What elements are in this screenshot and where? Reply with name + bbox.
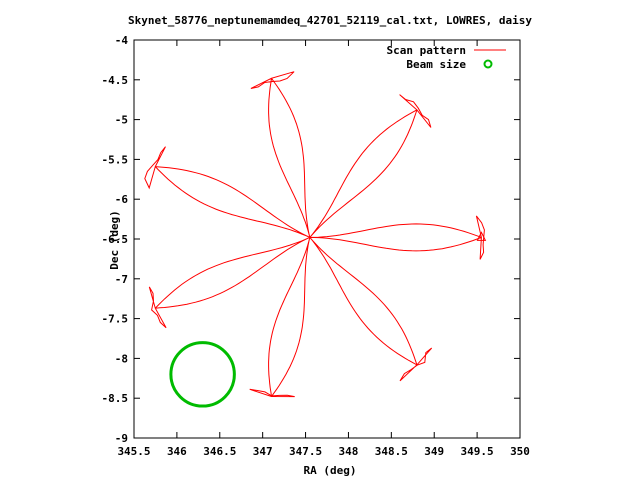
y-tick-label: -6.5 <box>102 233 129 246</box>
x-tick-label: 350 <box>510 445 530 458</box>
x-tick-label: 345.5 <box>117 445 150 458</box>
y-tick-label: -7 <box>115 273 128 286</box>
legend-swatch-beam <box>483 59 493 69</box>
y-tick-label: -8 <box>115 352 128 365</box>
x-axis-label: RA (deg) <box>304 464 357 477</box>
y-tick-label: -7.5 <box>102 313 129 326</box>
x-tick-label: 348.5 <box>375 445 408 458</box>
legend-label-beam: Beam size <box>406 58 466 71</box>
y-tick-label: -5 <box>115 114 128 127</box>
chart-title: Skynet_58776_neptunemamdeq_42701_52119_c… <box>128 14 532 27</box>
x-tick-label: 349 <box>424 445 444 458</box>
x-tick-label: 348 <box>339 445 359 458</box>
y-tick-label: -4.5 <box>102 74 129 87</box>
scan-pattern-line <box>144 71 485 398</box>
y-tick-label: -4 <box>115 34 129 47</box>
scan-start-marker <box>476 231 487 241</box>
x-tick-label: 347 <box>253 445 273 458</box>
data-layer <box>144 71 487 408</box>
axes: 345.5 346 346.5 347 347.5 348 348.5 349 349.5 350… <box>102 34 530 458</box>
x-tick-label: 346.5 <box>203 445 236 458</box>
x-tick-label: 346 <box>167 445 187 458</box>
legend-label-scan: Scan pattern <box>387 44 466 57</box>
plot-frame <box>133 39 521 439</box>
y-tick-label: -5.5 <box>102 153 129 166</box>
x-tick-label: 349.5 <box>461 445 494 458</box>
y-tick-label: -9 <box>115 432 128 445</box>
y-axis-label: Dec (deg) <box>108 210 121 270</box>
x-tick-label: 347.5 <box>289 445 322 458</box>
y-tick-label: -8.5 <box>102 392 129 405</box>
y-tick-label: -6 <box>115 193 129 206</box>
beam-size-circle <box>169 341 236 408</box>
